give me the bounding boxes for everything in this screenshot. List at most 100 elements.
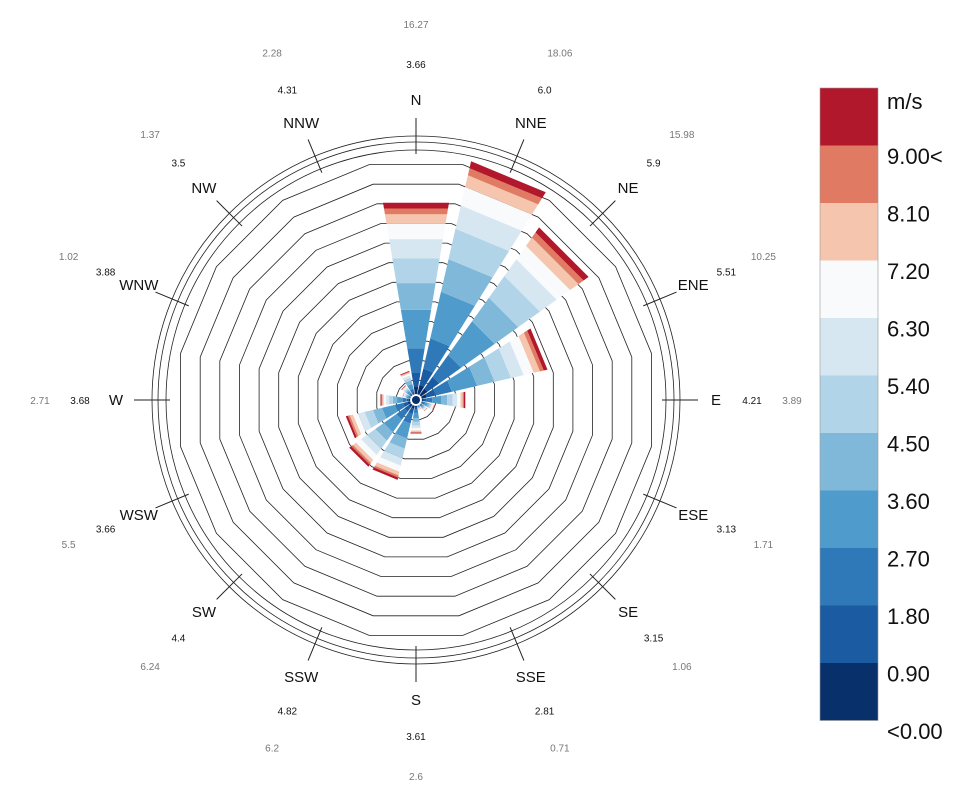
petal-segment-NW-bin-3 xyxy=(406,390,411,395)
petal-segment-NW-bin-9 xyxy=(401,385,406,390)
frequency-SSE: 0.71 xyxy=(550,743,570,754)
petal-segment-WSW-bin-0 xyxy=(407,401,411,405)
petal-segment-NE-bin-8 xyxy=(526,237,579,290)
petal-segment-ESE-bin-0 xyxy=(421,401,423,404)
petal-segment-NW-bin-6 xyxy=(403,387,408,392)
petal-segment-NNW-bin-4 xyxy=(405,380,413,386)
petal-segment-SSW-bin-2 xyxy=(403,412,413,424)
petal-segment-SSW-bin-9 xyxy=(373,465,399,478)
petal-segment-S-bin-6 xyxy=(411,425,421,429)
petal-segment-S-bin-5 xyxy=(411,421,421,426)
petal-segment-ENE-bin-8 xyxy=(518,332,540,373)
direction-label-NW: NW xyxy=(191,180,217,197)
direction-label-WNW: WNW xyxy=(119,277,159,294)
legend-bin-label: 9.00< xyxy=(887,144,943,169)
frequency-WNW: 1.02 xyxy=(59,252,79,263)
direction-label-NNW: NNW xyxy=(283,115,320,132)
petal-segment-NNW-bin-1 xyxy=(411,391,415,395)
outer-rings xyxy=(134,118,698,682)
grid-ring xyxy=(278,262,554,538)
direction-label-E: E xyxy=(711,392,721,409)
direction-tick xyxy=(509,627,525,661)
legend-swatch-4 xyxy=(820,433,878,491)
petal-segment-WNW-bin-5 xyxy=(404,393,407,398)
mean-speed-W: 3.68 xyxy=(70,396,90,407)
frequency-NNW: 2.28 xyxy=(262,49,282,60)
direction-label-NE: NE xyxy=(618,180,639,197)
petal-segment-ESE-bin-9 xyxy=(432,404,436,411)
petal-segment-NE-bin-5 xyxy=(488,276,540,328)
mean-speed-S: 3.61 xyxy=(406,732,426,743)
mean-speed-NNE: 6.0 xyxy=(538,86,552,97)
petal-segment-W-bin-1 xyxy=(406,398,409,402)
direction-label-N: N xyxy=(411,92,422,109)
frequency-ESE: 1.71 xyxy=(754,540,774,551)
petal-segment-SSE-bin-6 xyxy=(418,407,421,409)
petal-segment-ENE-bin-7 xyxy=(509,336,534,376)
petal-segment-ENE-bin-2 xyxy=(433,380,452,396)
petal-segment-WNW-bin-4 xyxy=(405,394,408,398)
petal-segment-E-bin-0 xyxy=(421,398,424,402)
petal-segment-SW-bin-8 xyxy=(353,442,374,463)
petal-segment-ESE-bin-6 xyxy=(429,403,433,410)
petal-segment-NE-bin-0 xyxy=(419,388,428,397)
petal-segment-SSE-bin-2 xyxy=(417,405,420,407)
petal-segment-SW-bin-2 xyxy=(396,408,408,420)
petal-segment-ESE-bin-3 xyxy=(423,402,428,407)
petal-segment-WSW-bin-7 xyxy=(352,413,366,435)
legend-bin-label: 6.30 xyxy=(887,317,930,342)
petal-segment-N-bin-4 xyxy=(396,283,436,310)
legend-swatch-0 xyxy=(820,663,878,721)
petal-segment-NNE-bin-5 xyxy=(448,228,510,278)
petal-segment-WSW-bin-8 xyxy=(349,414,362,437)
mean-speed-N: 3.66 xyxy=(406,60,426,71)
petal-segment-ESE-bin-8 xyxy=(431,404,435,411)
direction-tick xyxy=(589,573,616,600)
direction-label-S: S xyxy=(411,692,421,709)
petal-segment-SSE-bin-4 xyxy=(417,406,421,409)
petal-segment-NW-bin-8 xyxy=(401,385,407,391)
petal-segment-WNW-bin-6 xyxy=(403,393,407,398)
petal-segment-N-bin-5 xyxy=(392,258,440,284)
mean-speed-SE: 3.15 xyxy=(644,634,664,645)
petal-segment-NNW-bin-8 xyxy=(400,372,410,377)
mean-speed-NNW: 4.31 xyxy=(278,86,298,97)
petal-segment-NNW-bin-5 xyxy=(403,377,412,384)
petal-segment-SE-bin-3 xyxy=(420,404,424,408)
petal-segment-SE-bin-9 xyxy=(423,407,428,412)
petal-segment-NW-bin-2 xyxy=(408,392,412,396)
petal-segment-NE-bin-1 xyxy=(424,376,440,392)
petal-segment-WNW-bin-8 xyxy=(402,392,405,397)
petal-segment-S-bin-2 xyxy=(413,409,419,413)
petal-segment-SSE-bin-9 xyxy=(418,408,422,410)
petal-segment-W-bin-3 xyxy=(397,396,403,404)
direction-label-WSW: WSW xyxy=(120,507,159,524)
legend-bin-label: 1.80 xyxy=(887,604,930,629)
petal-segment-NE-bin-10 xyxy=(535,227,589,281)
petal-segment-SSW-bin-5 xyxy=(384,442,405,459)
frequency-S: 2.6 xyxy=(409,772,423,783)
petal-segment-ENE-bin-10 xyxy=(527,328,548,371)
legend-bin-label: <0.00 xyxy=(887,719,943,744)
direction-labels: N 3.66 16.27 NNE 6.0 18.06 NE 5.9 15.98 ENE 5.51 10… xyxy=(30,20,802,783)
petal-segment-W-bin-4 xyxy=(392,396,398,404)
petal-segment-W-bin-8 xyxy=(382,394,384,406)
frequency-SE: 1.06 xyxy=(672,662,692,673)
petal-segment-NW-bin-0 xyxy=(410,394,413,397)
petal-segment-SE-bin-7 xyxy=(423,407,427,411)
petal-segment-S-bin-3 xyxy=(413,412,419,419)
legend-swatch-3 xyxy=(820,490,878,548)
petal-segment-SW-bin-1 xyxy=(404,405,411,412)
petal-segment-ESE-bin-5 xyxy=(428,403,432,409)
petal-segment-SE-bin-8 xyxy=(423,407,427,411)
petal-segment-W-bin-7 xyxy=(383,394,387,406)
mean-speed-NW: 3.5 xyxy=(171,158,185,169)
petal-segment-E-bin-1 xyxy=(423,398,427,402)
legend-swatch-2 xyxy=(820,548,878,606)
legend-bin-label: 8.10 xyxy=(887,202,930,227)
petal-segment-SSW-bin-4 xyxy=(389,433,408,449)
center-dot xyxy=(412,396,420,404)
petal-segment-SW-bin-5 xyxy=(367,429,387,449)
petal-segment-SE-bin-6 xyxy=(422,406,427,411)
